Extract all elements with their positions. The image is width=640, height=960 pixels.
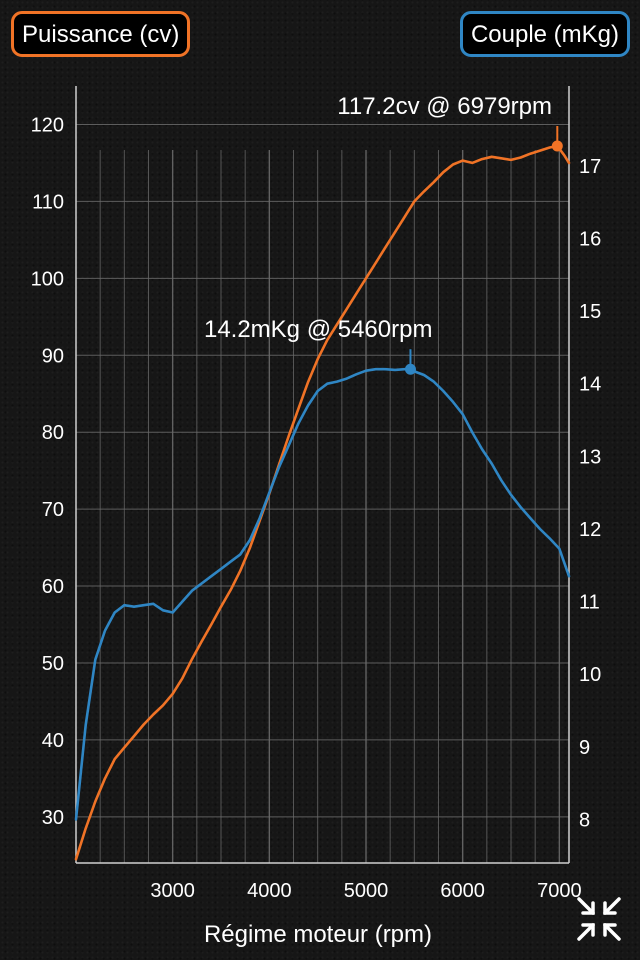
collapse-arrows-icon[interactable]: [576, 896, 622, 942]
x-tick-label: 5000: [344, 880, 389, 902]
y-left-tick-label: 90: [42, 345, 64, 367]
torque-peak-label: 14.2mKg @ 5460rpm: [204, 316, 432, 343]
x-tick-label: 6000: [440, 880, 485, 902]
power-peak-label: 117.2cv @ 6979rpm: [337, 93, 552, 120]
y-left-tick-label: 80: [42, 422, 64, 444]
power-legend-button[interactable]: Puissance (cv): [11, 11, 191, 57]
y-left-tick-label: 60: [42, 576, 64, 598]
y-right-tick-label: 16: [579, 228, 601, 250]
torque-peak-marker: [404, 363, 416, 375]
y-right-tick-label: 12: [579, 519, 601, 541]
x-tick-label: 4000: [247, 880, 292, 902]
y-right-tick-label: 13: [579, 446, 601, 468]
peak-annotations: 117.2cv @ 6979rpm 14.2mKg @ 5460rpm: [204, 93, 563, 375]
torque-curve-line: [74, 367, 571, 821]
power-legend-label: Puissance (cv): [22, 21, 180, 48]
grid: [76, 123, 569, 863]
y-right-tick-label: 17: [579, 156, 601, 178]
y-right-tick-label: 10: [579, 664, 601, 686]
y-left-tick-label: 30: [42, 807, 64, 829]
torque-legend-label: Couple (mKg): [470, 21, 619, 48]
y-left-tick-label: 120: [31, 114, 64, 136]
y-left-tick-label: 70: [42, 499, 64, 521]
series-lines: [74, 144, 571, 861]
y-right-tick-label: 15: [579, 301, 601, 323]
x-tick-label: 3000: [150, 880, 195, 902]
y-left-tick-label: 40: [42, 730, 64, 752]
y-left-tick-label: 100: [31, 268, 64, 290]
y-right-tick-label: 11: [579, 592, 600, 614]
y-right-tick-label: 14: [579, 374, 601, 396]
power-peak-marker: [551, 140, 563, 152]
y-right-tick-label: 9: [579, 737, 590, 759]
y-right-tick-label: 8: [579, 809, 590, 831]
y-left-tick-label: 110: [32, 191, 64, 213]
x-axis-title: Régime moteur (rpm): [204, 921, 432, 948]
axes: 30 40 50 60 70 80 90 100 110 120 8 9 10 11 12 13 14 15 16 1…: [31, 86, 601, 902]
y-left-tick-label: 50: [42, 653, 64, 675]
power-curve-line: [74, 144, 571, 861]
torque-legend-button[interactable]: Couple (mKg): [459, 11, 630, 57]
x-tick-label: 7000: [537, 880, 582, 902]
